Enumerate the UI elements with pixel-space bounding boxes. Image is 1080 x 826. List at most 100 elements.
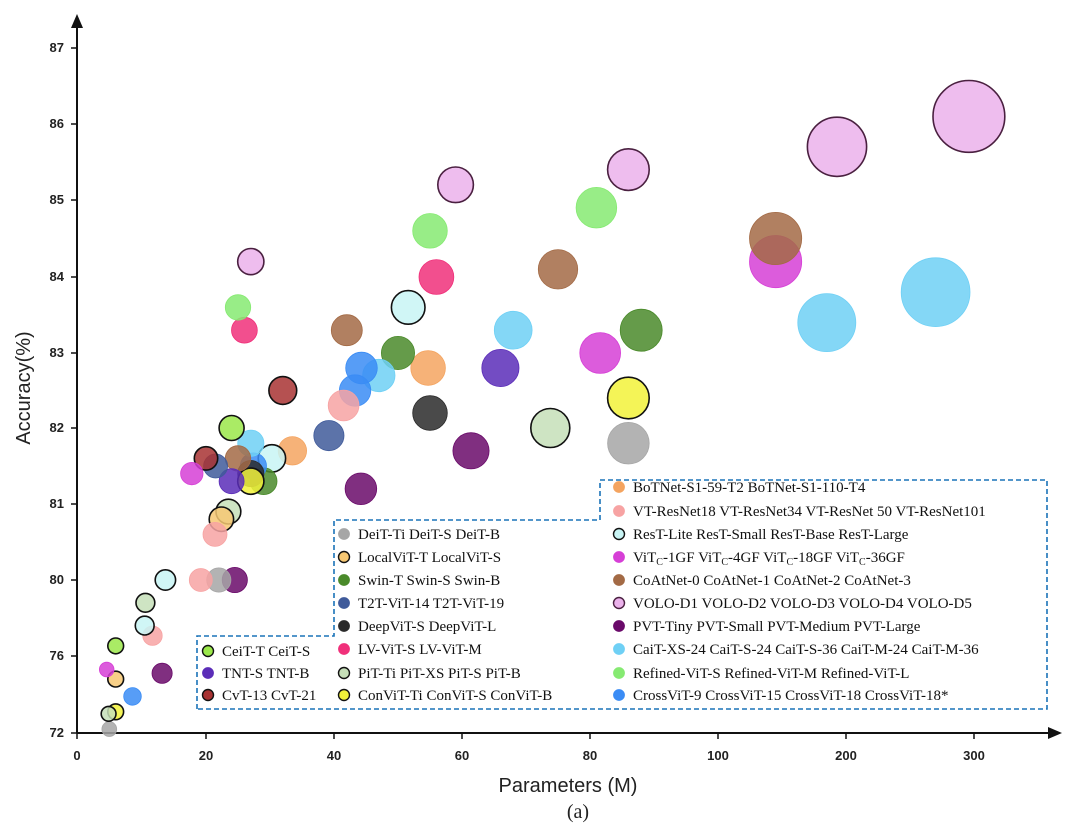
x-tick-label: 100: [707, 748, 729, 763]
data-point-volo: [932, 79, 1006, 154]
legend-marker: [613, 620, 625, 632]
legend-marker: [202, 667, 214, 679]
data-points: [98, 79, 1006, 737]
data-point-convit: [606, 376, 651, 420]
x-tick-label: 80: [583, 748, 597, 763]
y-tick-label: 86: [50, 116, 64, 131]
y-tick-label: 81: [50, 496, 64, 511]
data-point-volo: [606, 148, 651, 192]
data-point-rest: [134, 615, 155, 636]
figure-caption: (a): [567, 801, 589, 823]
legend-entry-label: VOLO-D1 VOLO-D2 VOLO-D3 VOLO-D4 VOLO-D5: [633, 596, 972, 612]
data-point-vitc: [98, 661, 115, 678]
x-tick-label: 0: [73, 748, 80, 763]
y-tick-label: 72: [50, 725, 64, 740]
legend-marker: [337, 550, 351, 564]
data-point-volo: [437, 166, 475, 204]
data-point-deepvit: [412, 395, 448, 431]
legend-marker: [613, 667, 625, 679]
data-point-refined-vit: [224, 294, 252, 321]
y-tick-label: 83: [50, 345, 64, 360]
legend-marker: [338, 620, 350, 632]
legend-entry-label: PVT-Tiny PVT-Small PVT-Medium PVT-Large: [633, 619, 921, 635]
legend-entry-label: Swin-T Swin-S Swin-B: [358, 573, 500, 589]
data-point-cait: [797, 293, 857, 353]
data-point-deit: [607, 422, 650, 465]
legend-marker: [613, 551, 625, 563]
y-tick-label: 85: [50, 192, 64, 207]
legend-entry-label: DeiT-Ti DeiT-S DeiT-B: [358, 527, 500, 543]
x-ticks: 0 20 40 60 80 100 200 300: [73, 733, 985, 763]
legend-entry-label: ConViT-Ti ConViT-S ConViT-B: [358, 688, 552, 704]
x-tick-label: 40: [327, 748, 341, 763]
legend-marker: [613, 574, 625, 586]
legend-entry-label: PiT-Ti PiT-XS PiT-S PiT-B: [358, 666, 521, 682]
legend-marker: [201, 644, 215, 658]
data-point-lv-vit: [231, 316, 258, 344]
legend-marker: [613, 643, 625, 655]
legend-marker: [201, 688, 215, 702]
x-axis-title: Parameters (M): [499, 775, 638, 797]
data-point-cvt: [193, 445, 219, 471]
y-axis-arrow: [71, 14, 83, 28]
y-tick-label: 76: [50, 648, 64, 663]
legend-entry-label: CaiT-XS-24 CaiT-S-24 CaiT-S-36 CaiT-M-24…: [633, 642, 979, 658]
y-tick-label: 80: [50, 572, 64, 587]
data-point-coatnet: [537, 249, 579, 290]
legend-marker: [613, 505, 625, 517]
data-point-deit: [101, 721, 118, 737]
legend-entry-label: VT-ResNet18 VT-ResNet34 VT-ResNet 50 VT-…: [633, 504, 986, 520]
data-point-coatnet: [749, 211, 803, 265]
legend-marker: [613, 481, 625, 493]
data-point-botnet: [410, 350, 446, 386]
y-tick-label: 87: [50, 40, 64, 55]
legend-marker: [337, 666, 351, 680]
chart-axes: [71, 14, 1062, 739]
data-point-ceit: [106, 637, 125, 655]
data-point-vitc: [180, 461, 204, 486]
y-tick-label: 84: [50, 269, 65, 284]
legend-entry-label: CeiT-T CeiT-S: [222, 644, 310, 660]
data-point-lv-vit: [418, 259, 455, 295]
x-tick-label: 300: [963, 748, 985, 763]
data-point-ceit: [218, 414, 245, 442]
data-point-volo: [236, 247, 265, 276]
data-point-tnt: [481, 348, 520, 387]
legend-entry-label: ViTC-1GF ViTC-4GF ViTC-18GF ViTC-36GF: [633, 550, 905, 568]
data-point-refined-vit: [412, 213, 448, 249]
legend-entry-label: DeepViT-S DeepViT-L: [358, 619, 496, 635]
data-point-coatnet: [224, 445, 252, 472]
legend-box: [196, 479, 1048, 710]
data-point-refined-vit: [575, 186, 618, 229]
data-point-vt-resnet: [202, 522, 228, 547]
data-point-pvt: [452, 432, 490, 470]
legend: CeiT-T CeiT-S TNT-S TNT-B CvT-13 CvT-21 Dei…: [201, 480, 986, 704]
legend-marker: [338, 643, 350, 655]
x-tick-label: 200: [835, 748, 857, 763]
legend-entry-label: CrossViT-9 CrossViT-15 CrossViT-18 Cross…: [633, 688, 948, 704]
data-point-tnt: [218, 468, 245, 495]
legend-entry-label: T2T-ViT-14 T2T-ViT-19: [358, 596, 504, 612]
data-point-rest: [390, 289, 426, 326]
data-point-swin: [380, 335, 415, 370]
data-point-pvt: [344, 472, 378, 506]
data-point-crossvit: [123, 687, 142, 706]
data-point-vt-resnet: [188, 568, 213, 592]
data-point-swin: [619, 308, 663, 352]
data-point-pit: [529, 407, 571, 449]
data-point-pit: [100, 705, 117, 722]
legend-entry-label: Refined-ViT-S Refined-ViT-M Refined-ViT-…: [633, 666, 909, 682]
data-point-pvt: [151, 662, 173, 684]
data-point-pit: [135, 592, 156, 613]
legend-entry-label: CvT-13 CvT-21: [222, 688, 316, 704]
legend-entry-label: LocalViT-T LocalViT-S: [358, 550, 501, 566]
data-point-vt-resnet: [327, 389, 360, 422]
data-point-cait: [900, 257, 971, 328]
legend-marker: [612, 527, 626, 541]
data-point-cait: [493, 310, 533, 350]
data-point-rest: [154, 568, 177, 591]
x-axis-arrow: [1048, 727, 1062, 739]
legend-marker: [337, 688, 351, 702]
legend-marker: [338, 597, 350, 609]
